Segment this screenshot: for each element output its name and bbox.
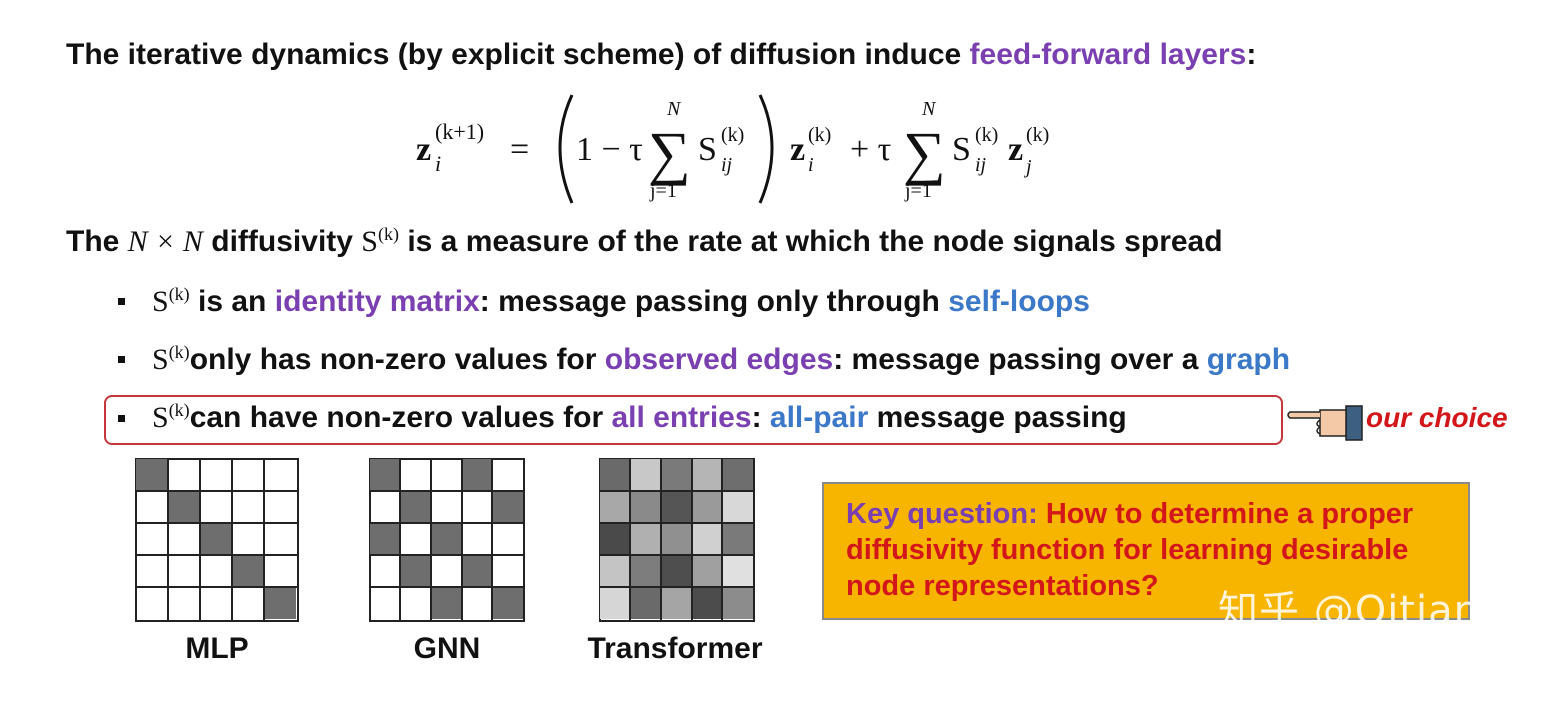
bullet-2-sup: (k) xyxy=(169,342,190,362)
eq-right-paren xyxy=(760,95,772,203)
gnn-matrix xyxy=(369,458,525,622)
bullet-3-text: can have non-zero values for xyxy=(190,401,612,434)
pointing-hand-icon xyxy=(1284,400,1364,444)
eq-s2-sub: ij xyxy=(975,154,987,176)
our-choice-label: our choice xyxy=(1366,402,1508,434)
eq-sum1-sigma: ∑ xyxy=(648,120,691,186)
gnn-label: GNN xyxy=(327,632,567,666)
diffusivity-s-sup: (k) xyxy=(378,224,399,244)
eq-zj: z xyxy=(1008,131,1023,168)
bullet-1-highlight-2: self-loops xyxy=(948,285,1090,318)
watermark: 知乎 @Qitian xyxy=(1218,578,1480,636)
eq-s1-sub: ij xyxy=(721,154,733,176)
diffusivity-prefix: The xyxy=(66,225,128,258)
bullet-3-highlight: all entries xyxy=(611,401,751,434)
eq-equals: = xyxy=(510,131,529,168)
diffusivity-nn: N × N xyxy=(128,225,203,258)
bullet-2-text: only has non-zero values for xyxy=(190,343,605,376)
diffusivity-statement: The N × N diffusivity S(k) is a measure … xyxy=(66,224,1223,259)
bullet-marker-3 xyxy=(118,415,125,422)
bullet-3-highlight-2: all-pair xyxy=(770,401,868,434)
bullet-1-s: S xyxy=(152,285,169,318)
bullet-3-text-2: : xyxy=(752,401,770,434)
bullet-1-highlight: identity matrix xyxy=(275,285,480,318)
bullet-item-3: S(k)can have non-zero values for all ent… xyxy=(152,400,1127,435)
transformer-matrix xyxy=(599,458,755,622)
eq-one-minus-tau: 1 − τ xyxy=(576,131,643,168)
eq-lhs-sub: i xyxy=(435,151,441,176)
eq-zi-sup: (k) xyxy=(808,124,831,146)
eq-zi-sub: i xyxy=(808,154,814,176)
eq-sum2-top: N xyxy=(921,98,937,120)
eq-zj-sup: (k) xyxy=(1026,124,1049,146)
heading-highlight: feed-forward layers xyxy=(970,38,1247,71)
bullet-marker-2 xyxy=(118,356,125,363)
eq-zj-sub: j xyxy=(1023,156,1032,178)
bullet-3-sup: (k) xyxy=(169,400,190,420)
bullet-marker-1 xyxy=(118,298,125,305)
eq-left-paren xyxy=(560,95,572,203)
eq-plus-tau: + τ xyxy=(850,131,891,168)
bullet-3-text-3: message passing xyxy=(868,401,1126,434)
heading-text: The iterative dynamics (by explicit sche… xyxy=(66,38,970,71)
eq-sum1-bottom: j=1 xyxy=(649,180,677,202)
bullet-item-1: S(k) is an identity matrix: message pass… xyxy=(152,284,1090,319)
bullet-1-text: is an xyxy=(190,285,275,318)
diffusivity-suffix: is a measure of the rate at which the no… xyxy=(399,225,1223,258)
bullet-1-text-2: : message passing only through xyxy=(480,285,948,318)
bullet-3-s: S xyxy=(152,401,169,434)
bullet-2-highlight-2: graph xyxy=(1207,343,1290,376)
eq-lhs-sup: (k+1) xyxy=(435,119,484,144)
eq-sum2-bottom: j=1 xyxy=(904,180,932,202)
bullet-item-2: S(k)only has non-zero values for observe… xyxy=(152,342,1290,377)
eq-s1-sup: (k) xyxy=(721,124,744,146)
mlp-matrix xyxy=(135,458,299,622)
diffusion-equation: z (k+1) i = 1 − τ N ∑ j=1 S (k) ij z (k)… xyxy=(0,85,1563,215)
diffusivity-mid: diffusivity xyxy=(203,225,361,258)
diffusivity-s: S xyxy=(361,225,378,258)
bullet-2-text-2: : message passing over a xyxy=(833,343,1207,376)
bullet-1-sup: (k) xyxy=(169,284,190,304)
eq-lhs: z xyxy=(416,131,431,168)
bullet-2-s: S xyxy=(152,343,169,376)
heading-suffix: : xyxy=(1246,38,1256,71)
eq-sum2-sigma: ∑ xyxy=(903,120,946,186)
bullet-2-highlight: observed edges xyxy=(605,343,833,376)
heading: The iterative dynamics (by explicit sche… xyxy=(66,38,1256,72)
eq-s2-sup: (k) xyxy=(975,124,998,146)
key-question-lead: Key question: xyxy=(846,498,1046,530)
eq-s1: S xyxy=(698,131,717,168)
eq-zi: z xyxy=(790,131,805,168)
transformer-label: Transformer xyxy=(555,632,795,666)
eq-sum1-top: N xyxy=(666,98,682,120)
eq-s2: S xyxy=(952,131,971,168)
mlp-label: MLP xyxy=(97,632,337,666)
